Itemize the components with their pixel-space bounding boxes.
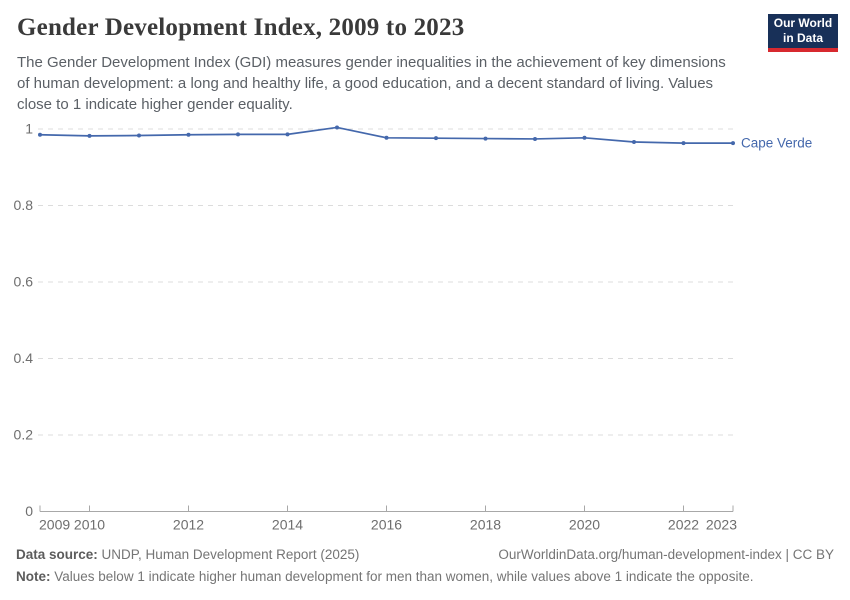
y-tick-label: 0 xyxy=(25,503,33,519)
y-tick-label: 0.2 xyxy=(14,427,34,443)
data-point[interactable] xyxy=(236,132,240,137)
owid-logo[interactable]: Our World in Data xyxy=(768,14,838,52)
y-tick-label: 1 xyxy=(25,121,33,137)
data-point[interactable] xyxy=(137,133,141,138)
data-source-label: Data source: xyxy=(16,547,98,562)
data-point[interactable] xyxy=(731,141,735,146)
x-tick-label: 2018 xyxy=(470,517,501,533)
footnote-value: Values below 1 indicate higher human dev… xyxy=(54,569,754,584)
chart-footer: Data source: UNDP, Human Development Rep… xyxy=(16,547,834,584)
citation-link[interactable]: OurWorldinData.org/human-development-ind… xyxy=(498,547,834,562)
data-point[interactable] xyxy=(483,136,488,141)
data-point[interactable] xyxy=(533,136,537,141)
chart-title: Gender Development Index, 2009 to 2023 xyxy=(17,14,465,41)
data-point[interactable] xyxy=(87,133,92,138)
data-point[interactable] xyxy=(186,132,191,137)
x-tick-label: 2012 xyxy=(173,517,204,533)
y-tick-label: 0.8 xyxy=(14,197,34,213)
x-tick-label: 2023 xyxy=(706,517,737,533)
owid-logo-line2: in Data xyxy=(782,31,823,45)
data-source-value: UNDP, Human Development Report (2025) xyxy=(101,547,360,562)
x-tick-label: 2010 xyxy=(74,517,105,533)
x-tick-label: 2014 xyxy=(272,517,303,533)
y-tick-label: 0.4 xyxy=(14,350,34,366)
data-point[interactable] xyxy=(335,125,339,130)
y-tick-label: 0.6 xyxy=(14,274,34,290)
data-point[interactable] xyxy=(285,132,290,137)
data-point[interactable] xyxy=(384,135,389,140)
chart-subtitle: The Gender Development Index (GDI) measu… xyxy=(17,54,726,113)
footnote-label: Note: xyxy=(16,569,51,584)
series-line[interactable] xyxy=(39,126,734,145)
series-label[interactable]: Cape Verde xyxy=(741,136,812,151)
x-tick-label: 2020 xyxy=(569,517,600,533)
x-tick-label: 2022 xyxy=(668,517,699,533)
data-point[interactable] xyxy=(434,136,438,141)
data-source: Data source: UNDP, Human Development Rep… xyxy=(16,547,359,562)
footnote: Note: Values below 1 indicate higher hum… xyxy=(16,569,834,584)
x-tick-label: 2009 xyxy=(39,517,70,533)
data-point[interactable] xyxy=(582,135,587,140)
x-tick-label: 2016 xyxy=(371,517,402,533)
data-point[interactable] xyxy=(681,141,686,146)
data-point[interactable] xyxy=(632,140,636,145)
owid-logo-line1: Our World xyxy=(773,16,833,30)
data-point[interactable] xyxy=(38,132,42,137)
